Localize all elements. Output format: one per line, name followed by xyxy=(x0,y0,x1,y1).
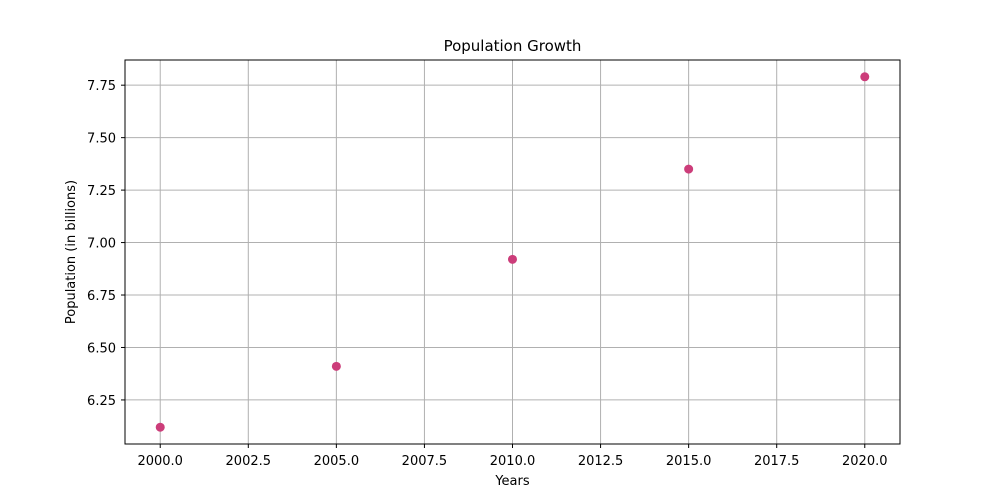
y-tick-label: 7.50 xyxy=(87,132,116,147)
x-tick-label: 2010.0 xyxy=(490,454,536,469)
x-tick-label: 2002.5 xyxy=(226,454,272,469)
x-tick-label: 2005.0 xyxy=(314,454,360,469)
y-tick-label: 7.75 xyxy=(87,79,116,94)
y-axis-ticks: 6.25 6.50 6.75 7.00 7.25 7.50 7.75 xyxy=(87,79,125,409)
data-point xyxy=(331,361,341,371)
y-tick-label: 6.25 xyxy=(87,394,116,409)
y-tick-label: 6.75 xyxy=(87,289,116,304)
y-tick-label: 7.00 xyxy=(87,237,116,252)
y-tick-label: 7.25 xyxy=(87,184,116,199)
x-tick-label: 2000.0 xyxy=(137,454,183,469)
chart-title: Population Growth xyxy=(444,37,582,55)
x-tick-label: 2020.0 xyxy=(842,454,888,469)
x-tick-label: 2007.5 xyxy=(402,454,448,469)
x-tick-label: 2017.5 xyxy=(754,454,800,469)
x-tick-label: 2015.0 xyxy=(666,454,712,469)
x-axis-ticks: 2000.0 2002.5 2005.0 2007.5 2010.0 2012.5 2015… xyxy=(137,444,888,469)
x-axis-label: Years xyxy=(494,474,530,489)
x-tick-label: 2012.5 xyxy=(578,454,624,469)
y-tick-label: 6.50 xyxy=(87,341,116,356)
data-point xyxy=(155,422,165,432)
data-points xyxy=(155,72,870,432)
data-point xyxy=(860,72,870,82)
data-point xyxy=(684,164,694,174)
y-axis-label: Population (in billions) xyxy=(64,180,79,324)
data-point xyxy=(508,254,517,264)
grid-lines xyxy=(125,60,900,444)
